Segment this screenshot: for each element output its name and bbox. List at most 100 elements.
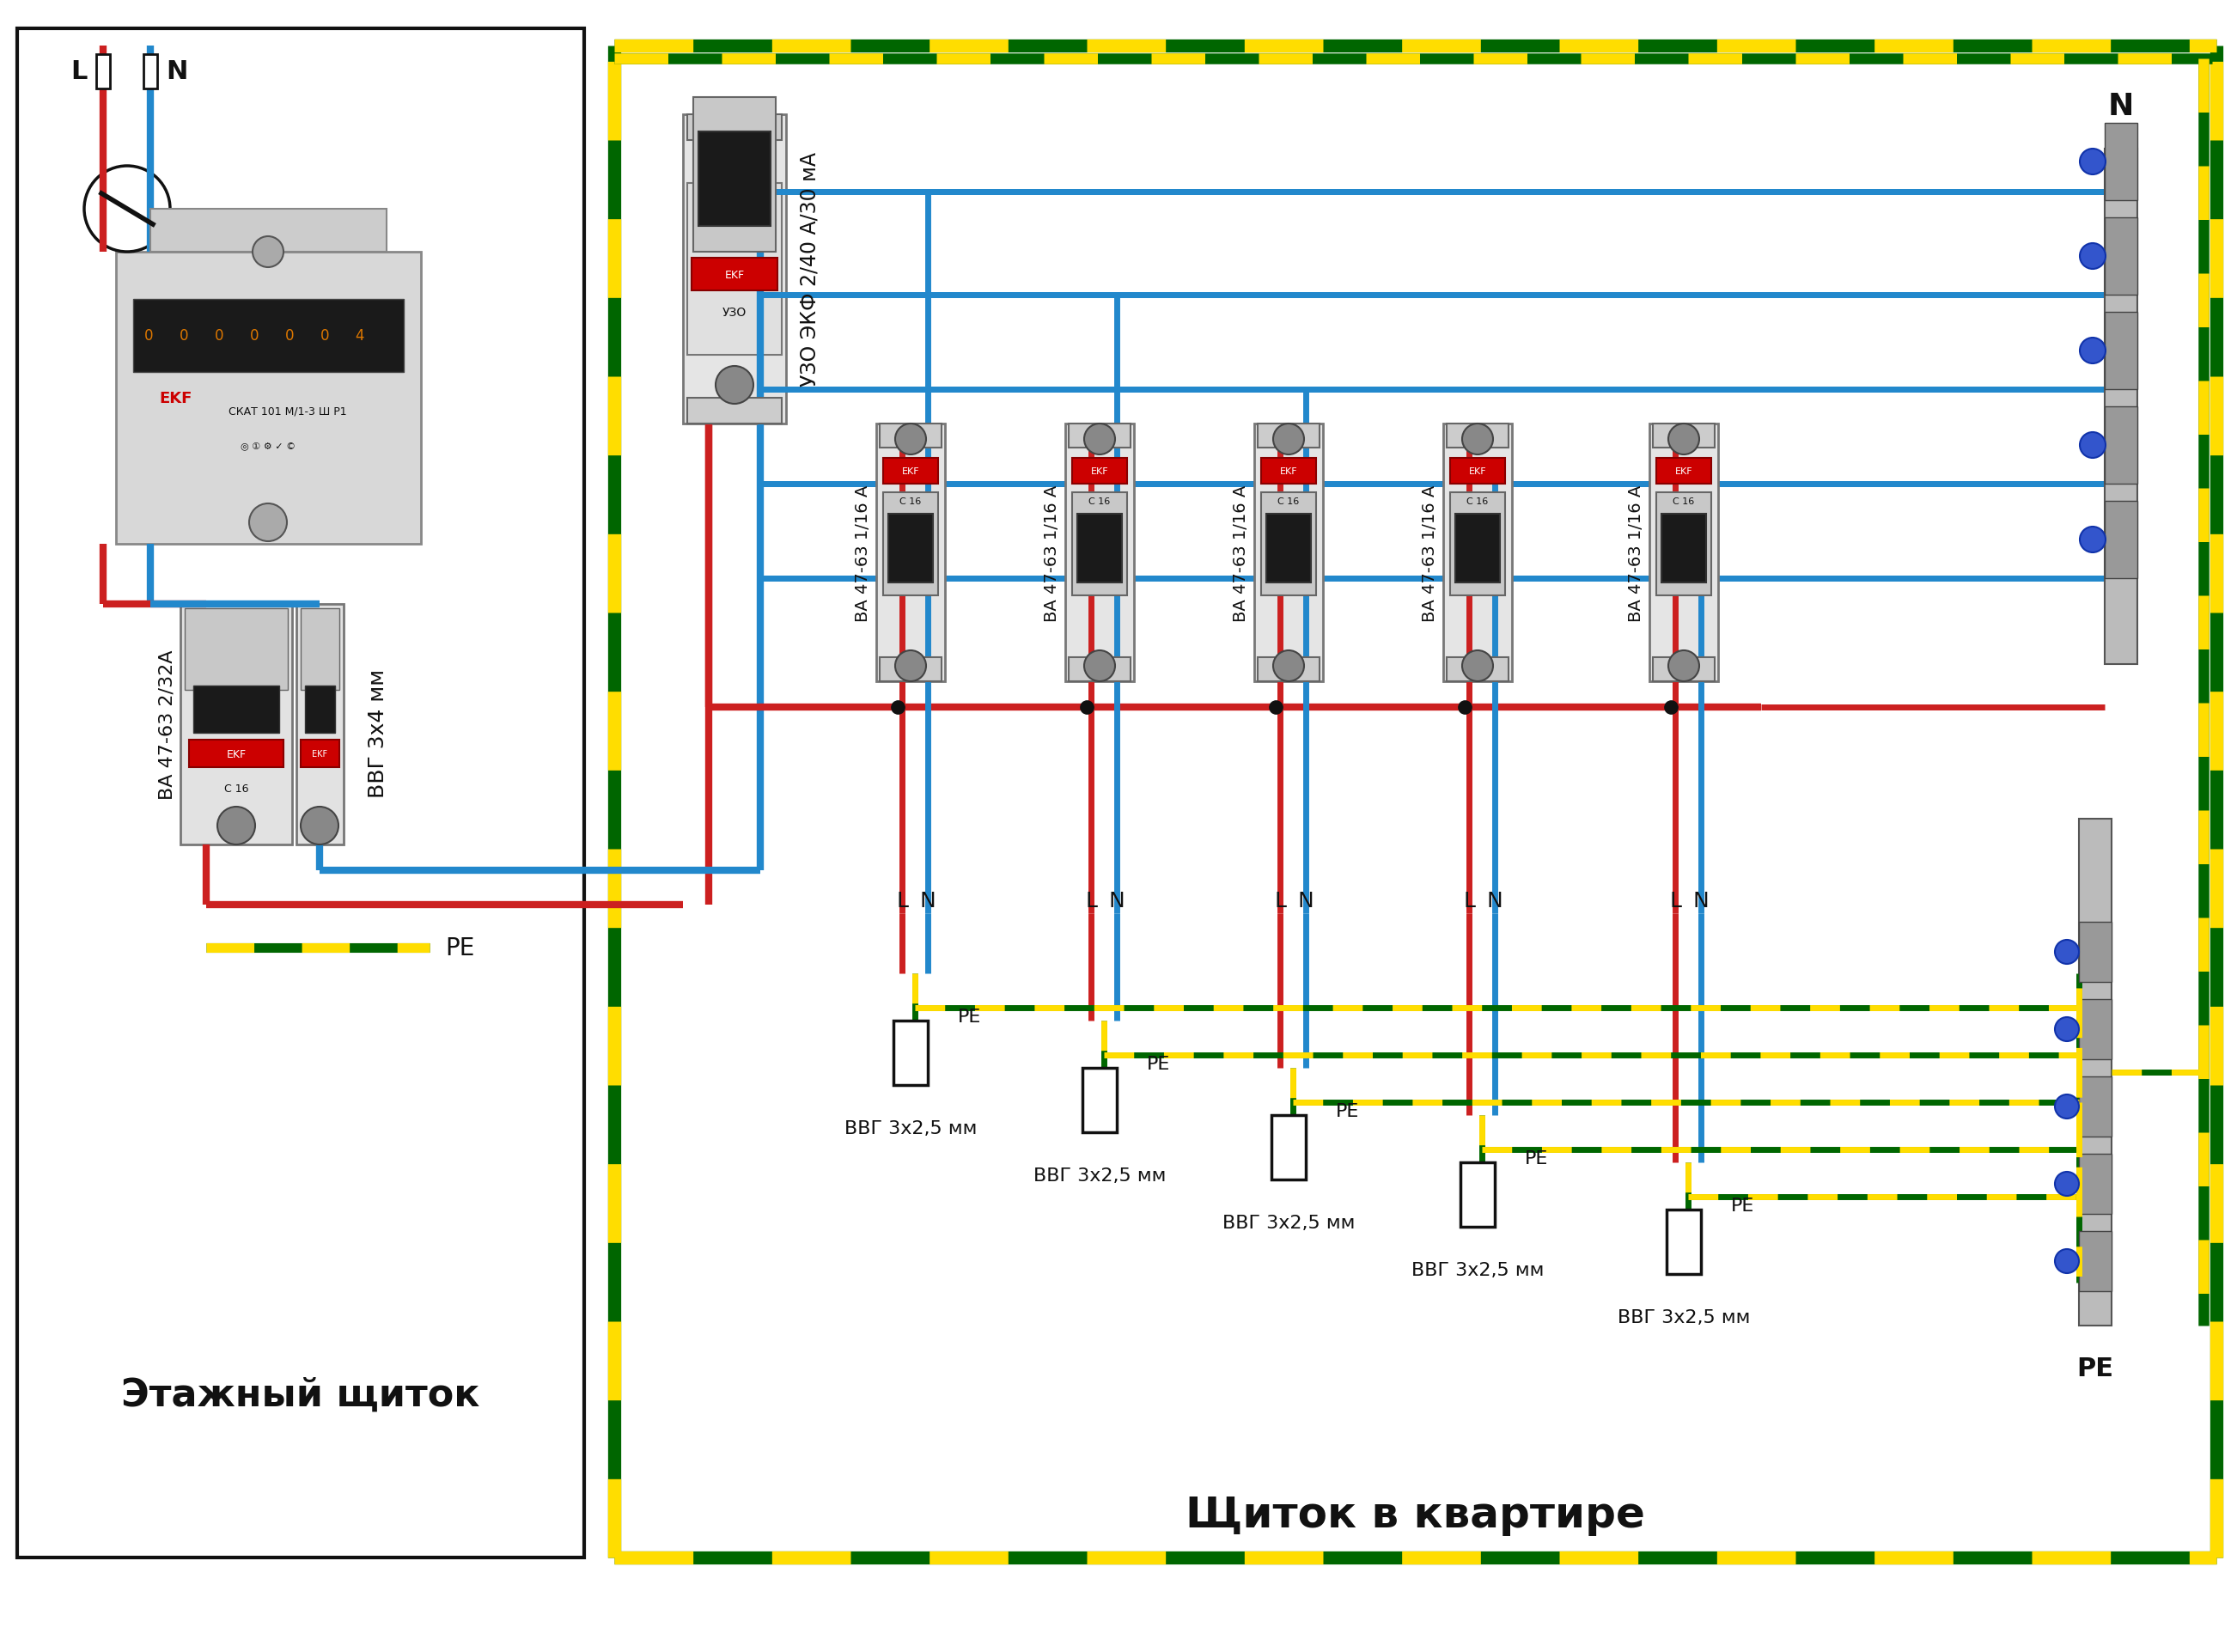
Text: С 16: С 16 [1467, 497, 1488, 506]
FancyBboxPatch shape [188, 740, 284, 768]
Circle shape [1463, 425, 1492, 454]
FancyBboxPatch shape [1271, 1115, 1306, 1180]
Circle shape [895, 651, 926, 682]
Circle shape [2080, 527, 2105, 553]
FancyBboxPatch shape [1456, 514, 1501, 583]
Text: EKF: EKF [725, 269, 745, 281]
Circle shape [2056, 1018, 2078, 1041]
Circle shape [1463, 651, 1492, 682]
FancyBboxPatch shape [1069, 657, 1130, 682]
Circle shape [217, 808, 255, 844]
Text: PE: PE [1148, 1056, 1170, 1072]
Circle shape [1273, 651, 1304, 682]
Text: N: N [1297, 890, 1313, 910]
Circle shape [253, 236, 284, 268]
FancyBboxPatch shape [116, 253, 421, 545]
FancyBboxPatch shape [1461, 1163, 1494, 1227]
FancyBboxPatch shape [884, 492, 937, 596]
Text: ВА 47-63 1/16 А: ВА 47-63 1/16 А [1233, 484, 1250, 621]
Circle shape [1669, 425, 1700, 454]
FancyBboxPatch shape [1450, 459, 1506, 484]
FancyBboxPatch shape [2105, 406, 2136, 484]
FancyBboxPatch shape [1262, 459, 1315, 484]
Text: ВА 47-63 2/32А: ВА 47-63 2/32А [159, 649, 177, 800]
FancyBboxPatch shape [181, 605, 293, 844]
Text: Щиток в квартире: Щиток в квартире [1186, 1493, 1644, 1535]
FancyBboxPatch shape [1262, 492, 1315, 596]
FancyBboxPatch shape [687, 183, 781, 355]
Text: С 16: С 16 [1277, 497, 1300, 506]
Text: EKF: EKF [159, 390, 192, 406]
Circle shape [2080, 149, 2105, 175]
Text: L: L [1669, 890, 1682, 910]
FancyBboxPatch shape [1078, 514, 1123, 583]
Text: EKF: EKF [1280, 468, 1297, 476]
Text: EKF: EKF [1470, 468, 1485, 476]
Text: ВВГ 3х4 мм: ВВГ 3х4 мм [367, 669, 389, 798]
Text: 0: 0 [251, 329, 259, 344]
Circle shape [300, 808, 338, 844]
Text: Этажный щиток: Этажный щиток [121, 1376, 481, 1412]
FancyBboxPatch shape [18, 30, 584, 1558]
Text: ВВГ 3х2,5 мм: ВВГ 3х2,5 мм [1412, 1262, 1544, 1279]
FancyBboxPatch shape [884, 459, 937, 484]
Text: PE: PE [445, 937, 474, 960]
FancyBboxPatch shape [1655, 459, 1711, 484]
Circle shape [2056, 1095, 2078, 1118]
Text: EKF: EKF [1092, 468, 1110, 476]
Text: L: L [897, 890, 908, 910]
FancyBboxPatch shape [893, 1021, 928, 1085]
Text: ◎ ① ⚙ ✓ ©: ◎ ① ⚙ ✓ © [242, 441, 295, 449]
FancyBboxPatch shape [879, 657, 942, 682]
Text: 4: 4 [356, 329, 365, 344]
FancyBboxPatch shape [150, 210, 387, 253]
Text: ВВГ 3х2,5 мм: ВВГ 3х2,5 мм [1033, 1166, 1165, 1184]
FancyBboxPatch shape [2078, 1155, 2112, 1214]
FancyBboxPatch shape [2105, 218, 2136, 296]
FancyBboxPatch shape [1266, 514, 1311, 583]
FancyBboxPatch shape [96, 55, 110, 89]
Text: L: L [1085, 890, 1096, 910]
FancyBboxPatch shape [192, 686, 280, 733]
Circle shape [716, 135, 754, 172]
FancyBboxPatch shape [2105, 124, 2136, 202]
Text: УЗО: УЗО [723, 307, 747, 319]
FancyBboxPatch shape [300, 610, 340, 691]
Text: PE: PE [1526, 1150, 1548, 1166]
FancyBboxPatch shape [888, 514, 933, 583]
FancyBboxPatch shape [2078, 1231, 2112, 1292]
Text: EKF: EKF [311, 750, 327, 758]
Text: N: N [1693, 890, 1709, 910]
Circle shape [895, 425, 926, 454]
FancyBboxPatch shape [2078, 999, 2112, 1059]
FancyBboxPatch shape [1653, 425, 1716, 448]
FancyBboxPatch shape [1655, 492, 1711, 596]
Circle shape [85, 167, 170, 253]
FancyBboxPatch shape [2105, 312, 2136, 390]
Text: 0: 0 [284, 329, 293, 344]
FancyBboxPatch shape [134, 299, 403, 373]
Text: ВА 47-63 1/16 А: ВА 47-63 1/16 А [1629, 484, 1644, 621]
FancyBboxPatch shape [2105, 149, 2136, 664]
FancyBboxPatch shape [693, 97, 776, 253]
Circle shape [1085, 651, 1114, 682]
FancyBboxPatch shape [2078, 819, 2112, 1325]
FancyBboxPatch shape [687, 116, 781, 140]
Text: УЗО ЭКФ 2/40 А/30 мА: УЗО ЭКФ 2/40 А/30 мА [799, 152, 819, 387]
FancyBboxPatch shape [1257, 657, 1320, 682]
FancyBboxPatch shape [691, 258, 778, 291]
FancyBboxPatch shape [877, 425, 944, 682]
Circle shape [1085, 425, 1114, 454]
Text: N: N [1488, 890, 1503, 910]
Text: PE: PE [2076, 1356, 2114, 1381]
FancyBboxPatch shape [1447, 657, 1508, 682]
FancyBboxPatch shape [1649, 425, 1718, 682]
FancyBboxPatch shape [143, 55, 157, 89]
Circle shape [2080, 244, 2105, 269]
Circle shape [2080, 433, 2105, 459]
FancyBboxPatch shape [1653, 657, 1716, 682]
Text: 0: 0 [215, 329, 224, 344]
Text: N: N [1110, 890, 1125, 910]
Circle shape [248, 504, 286, 542]
FancyBboxPatch shape [1450, 492, 1506, 596]
